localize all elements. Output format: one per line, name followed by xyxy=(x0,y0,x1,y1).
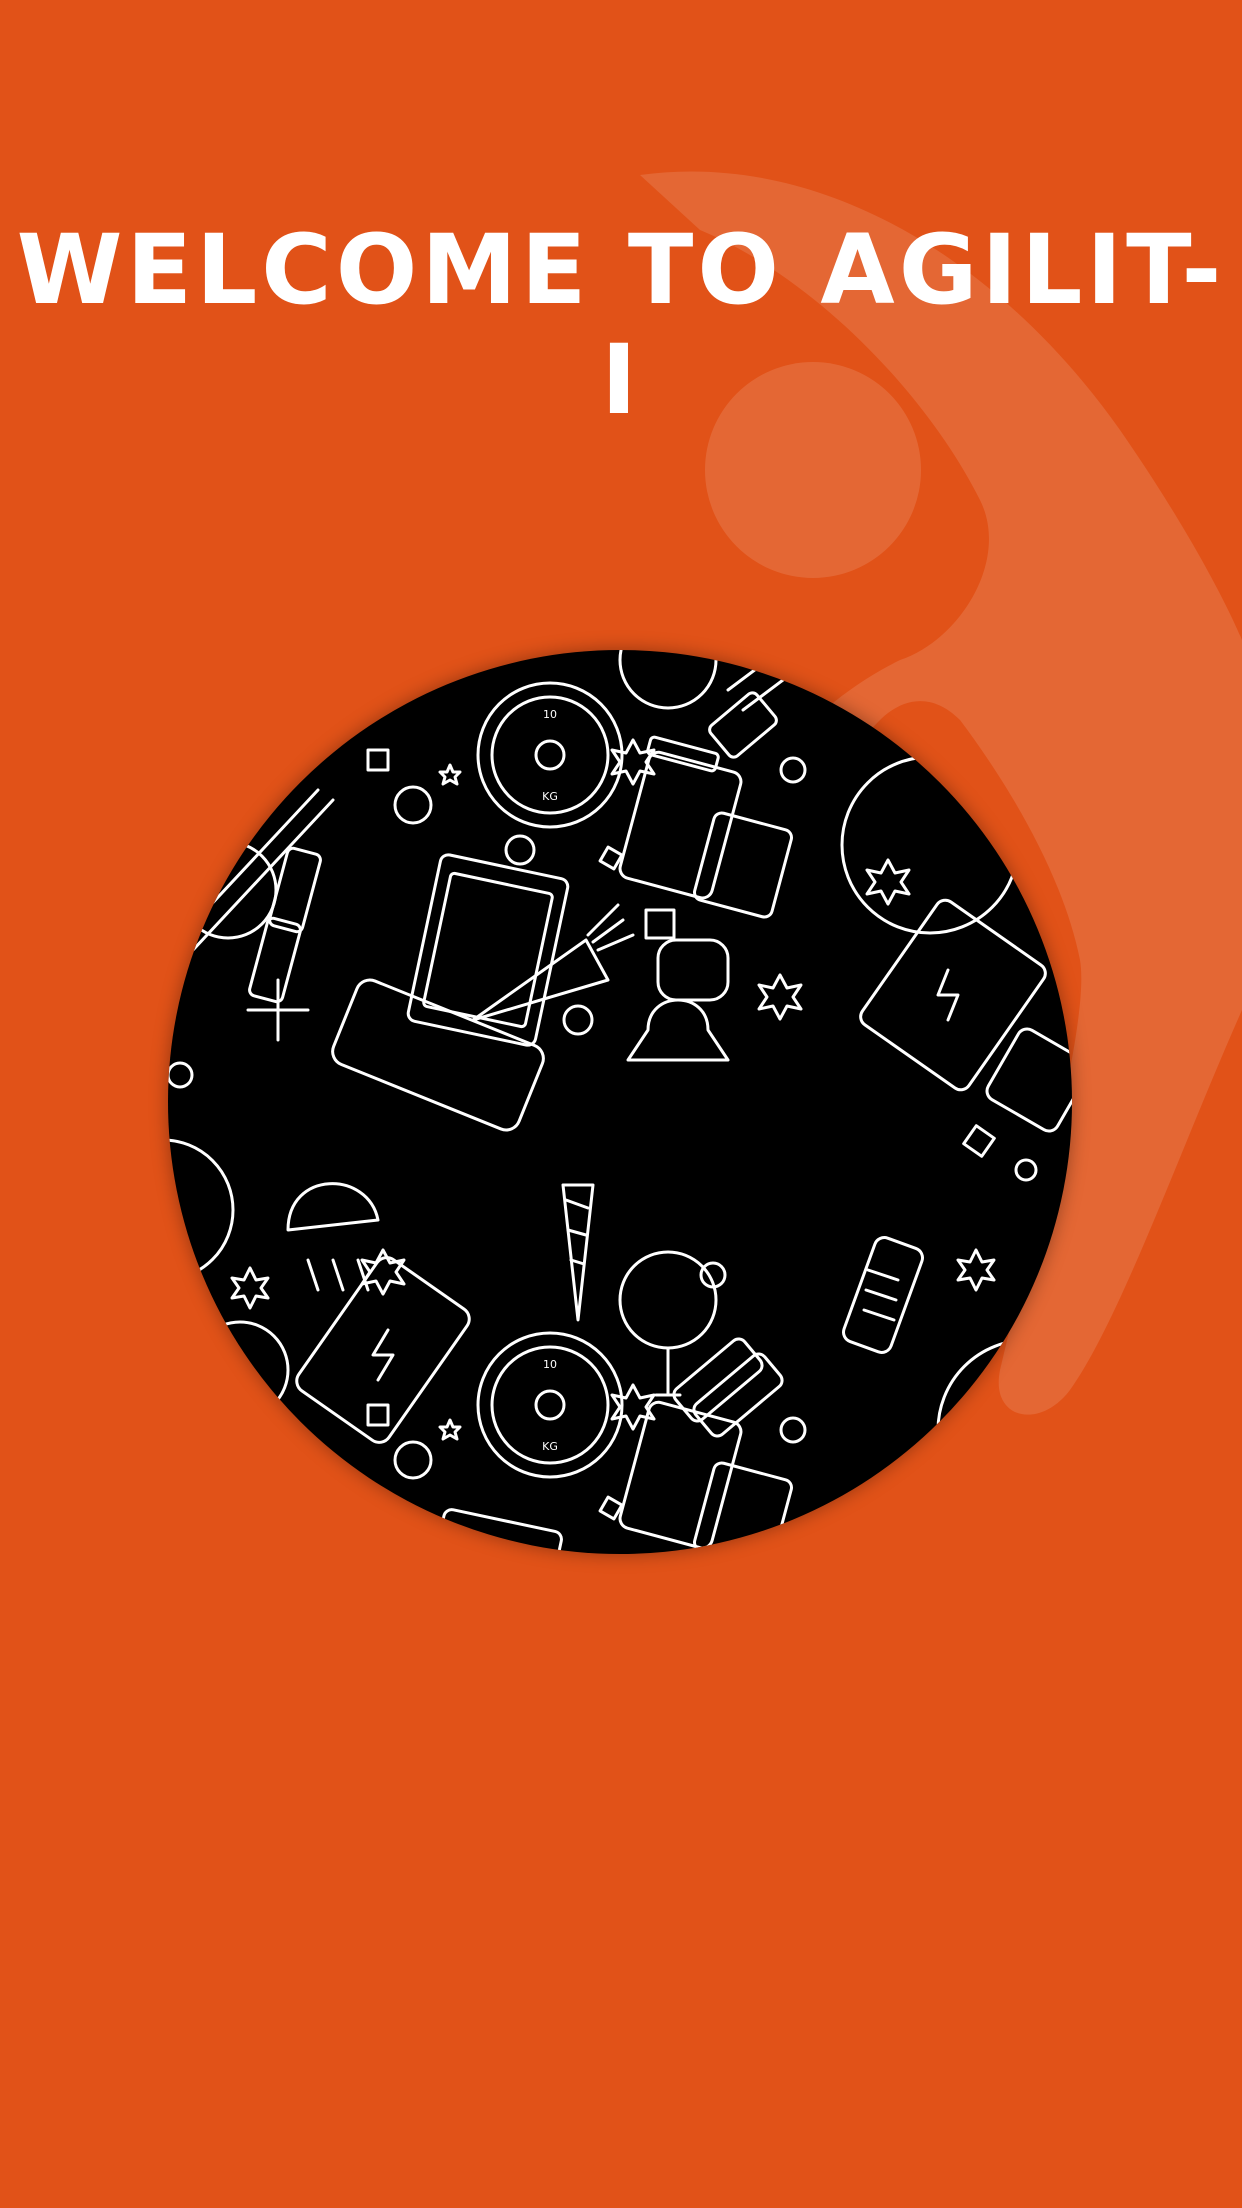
svg-text:KG: KG xyxy=(542,1440,558,1453)
welcome-title: WELCOME TO AGILIT-I xyxy=(16,214,1226,436)
svg-text:10: 10 xyxy=(543,708,557,721)
fitness-doodle-pattern: 10 KG 10 KG xyxy=(168,650,1072,1554)
svg-text:KG: KG xyxy=(542,790,558,803)
svg-text:10: 10 xyxy=(543,1358,557,1371)
app-logo: 10 KG 10 KG AGiLiT- xyxy=(168,650,1072,1554)
